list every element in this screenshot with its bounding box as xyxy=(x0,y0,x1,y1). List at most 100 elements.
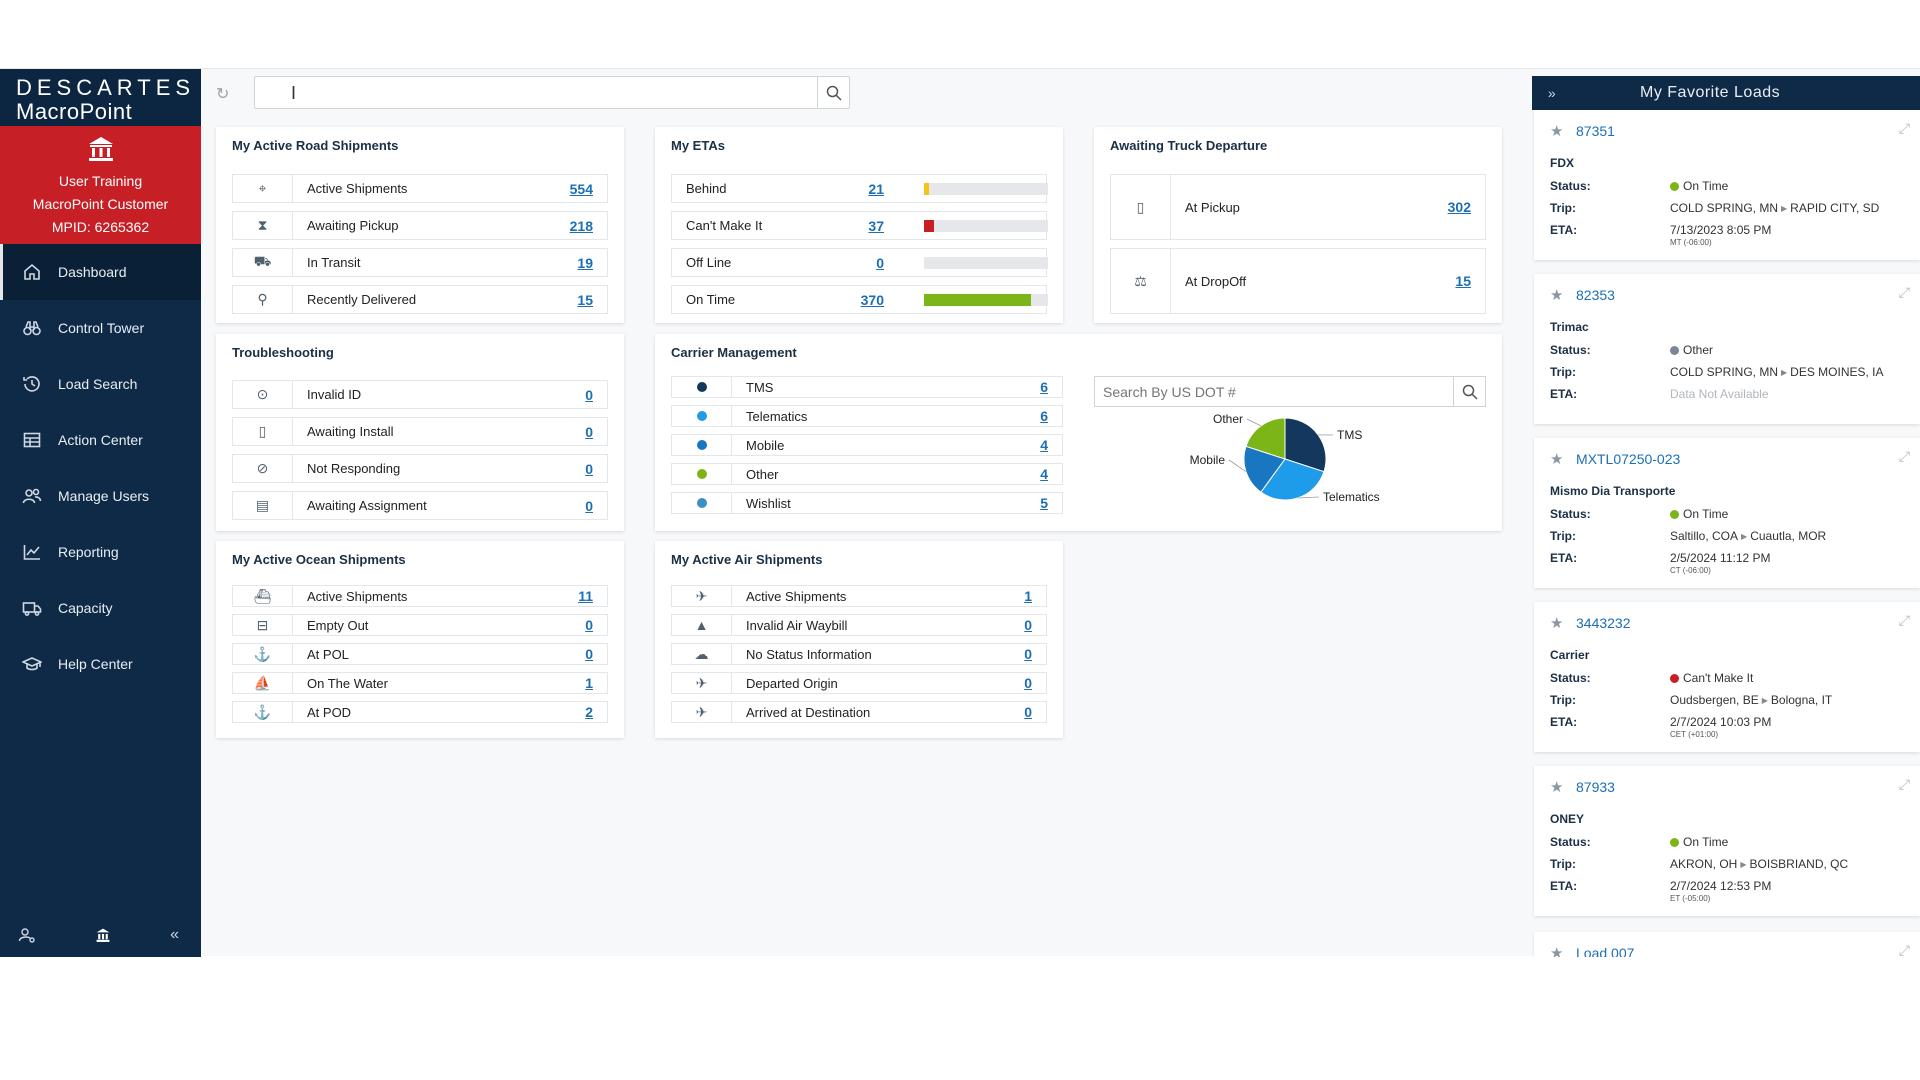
pie-slice-telematics[interactable] xyxy=(1260,458,1325,501)
load-id-link[interactable]: Load 007 xyxy=(1576,945,1635,957)
eta-row-cant-make-it[interactable]: Can't Make It 37 xyxy=(671,211,1048,240)
global-search-input[interactable]: I xyxy=(254,76,850,109)
favorite-load-card[interactable]: ★ Load 007 ⤢ xyxy=(1534,932,1920,957)
departure-row-at-dropoff[interactable]: ⚖ At DropOff 15 xyxy=(1110,248,1486,314)
row-count-link[interactable]: 0 xyxy=(585,617,593,633)
expand-icon[interactable]: ⤢ xyxy=(1898,120,1910,136)
refresh-icon[interactable]: ↻ xyxy=(216,86,230,103)
ocean-row-at-pol[interactable]: ⚓ At POL 0 xyxy=(232,643,608,665)
row-count-link[interactable]: 0 xyxy=(585,460,593,477)
star-icon[interactable]: ★ xyxy=(1550,287,1564,304)
row-count-link[interactable]: 6 xyxy=(1040,408,1048,424)
trouble-row-not-responding[interactable]: ⊘ Not Responding 0 xyxy=(232,454,608,483)
air-row-arrived-destination[interactable]: ✈ Arrived at Destination 0 xyxy=(671,701,1047,723)
expand-icon[interactable]: ⤢ xyxy=(1898,612,1910,628)
road-row-active[interactable]: ⌖ Active Shipments 554 xyxy=(232,174,608,203)
pie-slice-tms[interactable] xyxy=(1284,417,1327,473)
row-count-link[interactable]: 1 xyxy=(1024,588,1032,604)
pie-slice-mobile[interactable] xyxy=(1243,445,1286,493)
expand-icon[interactable]: ⤢ xyxy=(1898,776,1910,792)
eta-row-behind[interactable]: Behind 21 xyxy=(671,174,1048,203)
expand-icon[interactable]: ⤢ xyxy=(1898,448,1910,464)
nav-item-action-center[interactable]: Action Center xyxy=(0,412,201,468)
expand-icon[interactable]: ⤢ xyxy=(1898,284,1910,300)
row-count-link[interactable]: 0 xyxy=(585,423,593,440)
row-count-link[interactable]: 15 xyxy=(1455,273,1471,289)
search-button[interactable] xyxy=(817,77,849,108)
row-count-link[interactable]: 302 xyxy=(1447,199,1471,215)
dot-search-input[interactable] xyxy=(1095,377,1445,406)
load-id-link[interactable]: MXTL07250-023 xyxy=(1576,451,1681,467)
star-icon[interactable]: ★ xyxy=(1550,615,1564,632)
row-count-link[interactable]: 218 xyxy=(569,217,593,234)
nav-item-dashboard[interactable]: Dashboard xyxy=(0,244,201,300)
trouble-row-awaiting-assignment[interactable]: ▤ Awaiting Assignment 0 xyxy=(232,491,608,520)
road-row-in-transit[interactable]: ⛟ In Transit 19 xyxy=(232,248,608,277)
nav-item-control-tower[interactable]: Control Tower xyxy=(0,300,201,356)
user-account-block[interactable]: User Training MacroPoint Customer MPID: … xyxy=(0,126,201,244)
row-count-link[interactable]: 0 xyxy=(1024,704,1032,720)
row-count-link[interactable]: 21 xyxy=(868,180,884,197)
row-count-link[interactable]: 5 xyxy=(1040,495,1048,511)
favorite-load-card[interactable]: ★ MXTL07250-023 ⤢ Mismo Dia Transporte Statu… xyxy=(1534,438,1920,588)
carrier-row-other[interactable]: Other 4 xyxy=(671,463,1063,485)
favorite-load-card[interactable]: ★ 87351 ⤢ FDX Status: On Time Trip: COLD SPRING… xyxy=(1534,110,1920,260)
row-count-link[interactable]: 4 xyxy=(1040,437,1048,453)
row-count-link[interactable]: 11 xyxy=(578,588,593,604)
load-id-link[interactable]: 82353 xyxy=(1576,287,1615,303)
nav-item-manage-users[interactable]: Manage Users xyxy=(0,468,201,524)
row-count-link[interactable]: 19 xyxy=(577,254,593,271)
star-icon[interactable]: ★ xyxy=(1550,779,1564,796)
nav-item-load-search[interactable]: Load Search xyxy=(0,356,201,412)
bank-icon[interactable] xyxy=(95,927,111,943)
ocean-row-active[interactable]: ⛴ Active Shipments 11 xyxy=(232,585,608,607)
star-icon[interactable]: ★ xyxy=(1550,451,1564,468)
row-count-link[interactable]: 0 xyxy=(1024,646,1032,662)
ocean-row-at-pod[interactable]: ⚓ At POD 2 xyxy=(232,701,608,723)
air-row-departed-origin[interactable]: ✈ Departed Origin 0 xyxy=(671,672,1047,694)
row-count-link[interactable]: 0 xyxy=(1024,675,1032,691)
row-count-link[interactable]: 0 xyxy=(1024,617,1032,633)
row-count-link[interactable]: 554 xyxy=(569,180,593,197)
air-row-invalid-waybill[interactable]: ▲ Invalid Air Waybill 0 xyxy=(671,614,1047,636)
pie-slice-other[interactable] xyxy=(1245,417,1286,460)
load-id-link[interactable]: 87351 xyxy=(1576,123,1615,139)
eta-row-off-line[interactable]: Off Line 0 xyxy=(671,248,1048,277)
star-icon[interactable]: ★ xyxy=(1550,123,1564,140)
expand-panel-icon[interactable]: » xyxy=(1547,85,1557,101)
collapse-sidebar-icon[interactable]: « xyxy=(170,926,179,943)
row-count-link[interactable]: 370 xyxy=(860,291,884,308)
row-count-link[interactable]: 0 xyxy=(876,254,884,271)
row-count-link[interactable]: 6 xyxy=(1040,379,1048,395)
nav-item-help-center[interactable]: Help Center xyxy=(0,636,201,692)
row-count-link[interactable]: 0 xyxy=(585,497,593,514)
favorite-load-card[interactable]: ★ 3443232 ⤢ Carrier Status: Can't Make It Trip… xyxy=(1534,602,1920,752)
row-count-link[interactable]: 37 xyxy=(868,217,884,234)
nav-item-capacity[interactable]: Capacity xyxy=(0,580,201,636)
star-icon[interactable]: ★ xyxy=(1550,945,1564,957)
road-row-awaiting-pickup[interactable]: ⧗ Awaiting Pickup 218 xyxy=(232,211,608,240)
row-count-link[interactable]: 0 xyxy=(585,386,593,403)
carrier-row-tms[interactable]: TMS 6 xyxy=(671,376,1063,398)
row-count-link[interactable]: 1 xyxy=(585,675,593,691)
road-row-recently-delivered[interactable]: ⚲ Recently Delivered 15 xyxy=(232,285,608,314)
expand-icon[interactable]: ⤢ xyxy=(1898,942,1910,957)
row-count-link[interactable]: 4 xyxy=(1040,466,1048,482)
load-id-link[interactable]: 87933 xyxy=(1576,779,1615,795)
favorite-load-card[interactable]: ★ 87933 ⤢ ONEY Status: On Time Trip: AKRON, OH ▶… xyxy=(1534,766,1920,916)
nav-item-reporting[interactable]: Reporting xyxy=(0,524,201,580)
carrier-row-telematics[interactable]: Telematics 6 xyxy=(671,405,1063,427)
ocean-row-on-the-water[interactable]: ⛵ On The Water 1 xyxy=(232,672,608,694)
carrier-row-mobile[interactable]: Mobile 4 xyxy=(671,434,1063,456)
trouble-row-awaiting-install[interactable]: ▯ Awaiting Install 0 xyxy=(232,417,608,446)
trouble-row-invalid-id[interactable]: ⊙ Invalid ID 0 xyxy=(232,380,608,409)
brand-logo[interactable]: DESCARTES MacroPoint xyxy=(0,69,201,126)
departure-row-at-pickup[interactable]: ▯ At Pickup 302 xyxy=(1110,174,1486,240)
row-count-link[interactable]: 15 xyxy=(577,291,593,308)
load-id-link[interactable]: 3443232 xyxy=(1576,615,1631,631)
dot-search-button[interactable] xyxy=(1453,377,1485,406)
favorite-load-card[interactable]: ★ 82353 ⤢ Trimac Status: Other Trip: COLD SPRIN… xyxy=(1534,274,1920,424)
carrier-row-wishlist[interactable]: Wishlist 5 xyxy=(671,492,1063,514)
row-count-link[interactable]: 0 xyxy=(585,646,593,662)
row-count-link[interactable]: 2 xyxy=(585,704,593,720)
